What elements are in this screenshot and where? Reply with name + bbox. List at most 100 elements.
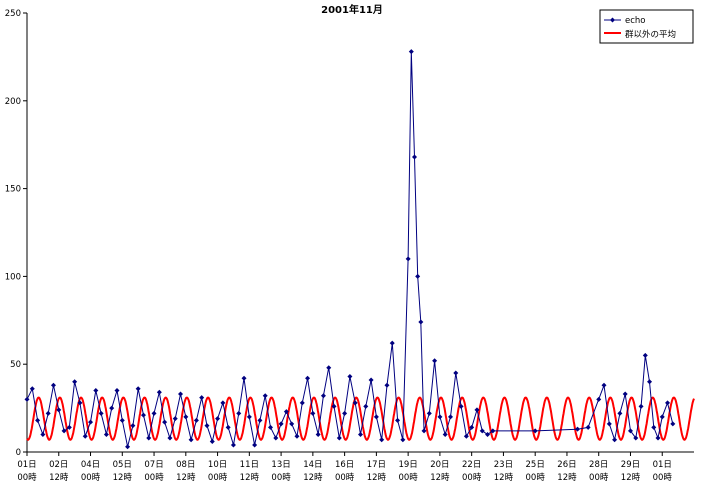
echo-point [458, 403, 464, 409]
echo-point [384, 382, 390, 388]
echo-point [453, 370, 459, 376]
x-tick-label-hour: 12時 [303, 473, 323, 483]
echo-point [125, 444, 131, 450]
echo-point [119, 417, 125, 423]
echo-point [331, 403, 337, 409]
x-tick-label-hour: 00時 [335, 473, 355, 483]
echo-point [45, 410, 51, 416]
x-tick-label-hour: 12時 [621, 473, 641, 483]
series-average-line [26, 396, 695, 441]
y-tick-label: 0 [16, 448, 21, 458]
x-tick-label-hour: 00時 [653, 473, 673, 483]
echo-point [199, 395, 205, 401]
x-tick-label-date: 10日 [208, 460, 227, 470]
echo-point [373, 414, 379, 420]
echo-point [326, 365, 332, 371]
echo-point [225, 424, 231, 430]
average-series-path [26, 396, 695, 441]
x-tick-label-hour: 12時 [49, 473, 69, 483]
x-tick-label-date: 28日 [589, 460, 608, 470]
echo-point [178, 391, 184, 397]
echo-point [40, 431, 46, 437]
echo-point [395, 417, 401, 423]
echo-point [421, 428, 427, 434]
echo-point [352, 400, 358, 406]
x-tick-label-date: 13日 [271, 460, 290, 470]
x-tick-label-hour: 12時 [240, 473, 260, 483]
echo-point [246, 414, 252, 420]
echo-point [193, 417, 199, 423]
echo-point [146, 435, 152, 441]
echo-point [29, 386, 35, 392]
echo-point [268, 424, 274, 430]
x-tick-label-hour: 12時 [494, 473, 514, 483]
x-tick-label-hour: 00時 [208, 473, 228, 483]
x-tick-label-hour: 00時 [526, 473, 546, 483]
echo-point [241, 375, 247, 381]
echo-point [405, 256, 411, 262]
echo-point [82, 433, 88, 439]
y-axis: 0 50 100 150 200 250 [5, 9, 28, 458]
x-tick-label-hour: 12時 [557, 473, 577, 483]
y-tick-label: 250 [5, 9, 21, 19]
echo-point [474, 407, 480, 413]
echo-point [135, 386, 141, 392]
echo-point [400, 437, 406, 443]
echo-point [215, 416, 221, 422]
x-tick-label-hour: 00時 [17, 473, 37, 483]
echo-point [622, 391, 628, 397]
echo-point [485, 431, 491, 437]
echo-point [389, 340, 395, 346]
echo-point [88, 419, 94, 425]
echo-point [98, 410, 104, 416]
echo-point [204, 423, 210, 429]
echo-point [463, 433, 469, 439]
echo-point [114, 388, 120, 394]
echo-point [283, 409, 289, 415]
x-tick-label-date: 20日 [430, 460, 449, 470]
echo-point [172, 416, 178, 422]
echo-point [151, 410, 157, 416]
echo-point [162, 419, 168, 425]
chart-title: 2001年11月 [321, 3, 383, 16]
echo-point [642, 352, 648, 358]
x-tick-label-hour: 00時 [462, 473, 482, 483]
echo-point [278, 421, 284, 427]
echo-point [299, 400, 305, 406]
echo-point [257, 417, 263, 423]
x-tick-label-hour: 00時 [589, 473, 609, 483]
echo-point [418, 319, 424, 325]
echo-point [479, 428, 485, 434]
x-tick-label-date: 14日 [303, 460, 322, 470]
y-tick-label: 200 [5, 97, 21, 107]
echo-point [347, 373, 353, 379]
echo-point [670, 421, 676, 427]
echo-point [273, 435, 279, 441]
x-tick-label-hour: 12時 [430, 473, 450, 483]
legend-echo-label: echo [625, 16, 646, 26]
echo-point [103, 431, 109, 437]
echo-point [358, 431, 363, 437]
x-tick-label-date: 22日 [462, 460, 481, 470]
x-tick-label-hour: 00時 [144, 473, 164, 483]
echo-point [24, 396, 30, 402]
echo-point [363, 403, 369, 409]
x-tick-label-date: 11日 [240, 460, 259, 470]
echo-series-path [26, 51, 674, 447]
series-echo-line [24, 49, 676, 450]
echo-point [415, 273, 421, 279]
echo-point [426, 410, 432, 416]
echo-point [220, 400, 226, 406]
legend-average-label: 群以外の平均 [625, 29, 676, 40]
echo-point [585, 424, 591, 430]
x-tick-label-date: 08日 [176, 460, 195, 470]
x-tick-label-date: 19日 [398, 460, 417, 470]
legend-box [599, 9, 694, 44]
echo-point [130, 423, 136, 429]
echo-point [140, 412, 146, 418]
x-tick-label-hour: 12時 [176, 473, 196, 483]
x-tick-label-date: 16日 [335, 460, 354, 470]
x-tick-label-date: 17日 [367, 460, 386, 470]
echo-point [35, 417, 41, 423]
